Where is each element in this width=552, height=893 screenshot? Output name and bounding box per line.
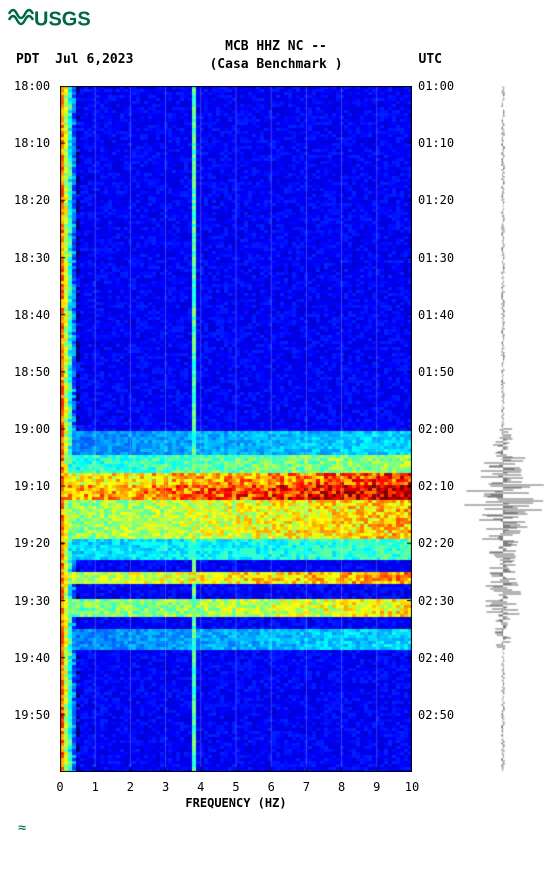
y-tick-right: 02:10 bbox=[418, 479, 454, 493]
y-tick-left: 18:00 bbox=[14, 79, 50, 93]
y-tick-right: 02:00 bbox=[418, 422, 454, 436]
usgs-logo: USGS bbox=[8, 8, 91, 32]
y-tick-left: 19:00 bbox=[14, 422, 50, 436]
x-tick: 7 bbox=[303, 780, 310, 794]
waveform-panel bbox=[460, 86, 546, 772]
wave-icon bbox=[8, 8, 34, 32]
x-tick: 2 bbox=[127, 780, 134, 794]
date: Jul 6,2023 bbox=[55, 52, 133, 67]
y-tick-left: 19:20 bbox=[14, 536, 50, 550]
y-tick-right: 01:10 bbox=[418, 136, 454, 150]
x-axis: FREQUENCY (HZ) 012345678910 bbox=[60, 774, 412, 814]
x-tick: 5 bbox=[232, 780, 239, 794]
y-tick-right: 02:50 bbox=[418, 708, 454, 722]
x-axis-label: FREQUENCY (HZ) bbox=[60, 796, 412, 810]
x-tick: 9 bbox=[373, 780, 380, 794]
x-tick: 6 bbox=[268, 780, 275, 794]
spectrogram-canvas bbox=[60, 86, 412, 772]
y-tick-left: 19:40 bbox=[14, 651, 50, 665]
y-tick-left: 18:40 bbox=[14, 308, 50, 322]
y-tick-right: 02:20 bbox=[418, 536, 454, 550]
x-tick: 4 bbox=[197, 780, 204, 794]
header-left: PDT Jul 6,2023 bbox=[16, 52, 133, 67]
logo-text: USGS bbox=[34, 8, 91, 30]
y-tick-left: 18:10 bbox=[14, 136, 50, 150]
tz-right: UTC bbox=[419, 52, 442, 67]
x-tick: 10 bbox=[405, 780, 419, 794]
x-tick: 1 bbox=[92, 780, 99, 794]
y-axis-pdt: 18:0018:1018:2018:3018:4018:5019:0019:10… bbox=[14, 86, 58, 772]
y-tick-left: 19:30 bbox=[14, 594, 50, 608]
y-tick-right: 02:40 bbox=[418, 651, 454, 665]
tz-left: PDT bbox=[16, 52, 39, 67]
y-tick-right: 01:50 bbox=[418, 365, 454, 379]
waveform-canvas bbox=[460, 86, 546, 772]
y-axis-utc: 01:0001:1001:2001:3001:4001:5002:0002:10… bbox=[418, 86, 462, 772]
y-tick-right: 01:40 bbox=[418, 308, 454, 322]
y-tick-left: 19:10 bbox=[14, 479, 50, 493]
indicator-icon: ≈ bbox=[18, 820, 26, 836]
y-tick-left: 18:20 bbox=[14, 193, 50, 207]
y-tick-left: 19:50 bbox=[14, 708, 50, 722]
y-tick-right: 01:30 bbox=[418, 251, 454, 265]
x-tick: 3 bbox=[162, 780, 169, 794]
y-tick-right: 01:20 bbox=[418, 193, 454, 207]
y-tick-right: 01:00 bbox=[418, 79, 454, 93]
x-tick: 8 bbox=[338, 780, 345, 794]
x-tick: 0 bbox=[56, 780, 63, 794]
spectrogram-panel bbox=[60, 86, 412, 772]
y-tick-right: 02:30 bbox=[418, 594, 454, 608]
y-tick-left: 18:50 bbox=[14, 365, 50, 379]
y-tick-left: 18:30 bbox=[14, 251, 50, 265]
